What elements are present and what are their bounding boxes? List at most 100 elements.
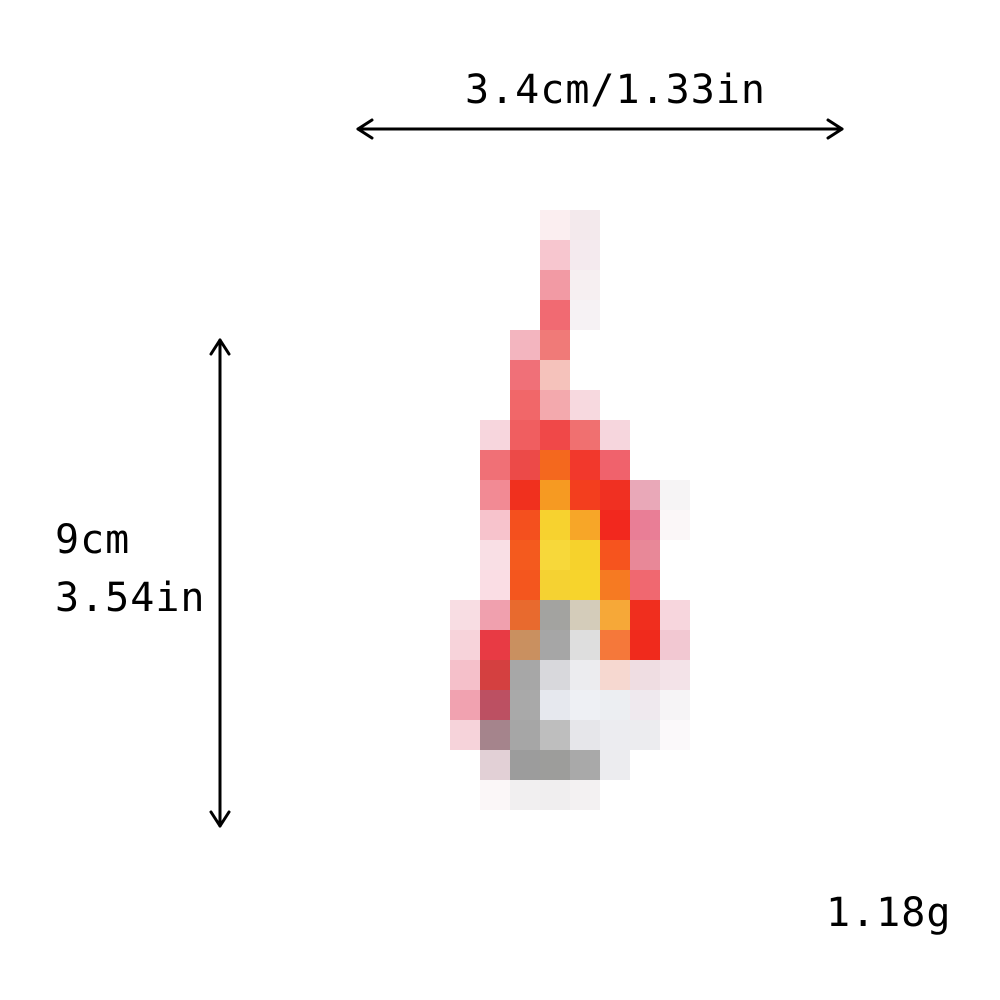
- flame-pixel: [570, 420, 600, 450]
- flame-pixel: [570, 450, 600, 480]
- flame-pixel: [630, 720, 660, 750]
- flame-pixel: [540, 600, 570, 630]
- flame-pixel: [660, 630, 690, 660]
- flame-pixel: [510, 750, 540, 780]
- flame-pixel: [480, 510, 510, 540]
- flame-pixel: [570, 600, 600, 630]
- flame-pixel: [510, 510, 540, 540]
- flame-pixel: [510, 330, 540, 360]
- flame-pixel: [540, 720, 570, 750]
- flame-pixel: [480, 660, 510, 690]
- flame-pixel: [510, 540, 540, 570]
- flame-pixel: [600, 690, 630, 720]
- flame-pixel: [480, 780, 510, 810]
- flame-pixel: [510, 420, 540, 450]
- flame-pixel: [480, 720, 510, 750]
- flame-pixel: [570, 270, 600, 300]
- flame-pixel: [570, 210, 600, 240]
- flame-pixel: [570, 570, 600, 600]
- height-cm-label: 9cm: [55, 517, 131, 563]
- flame-pixel: [630, 570, 660, 600]
- width-label: 3.4cm/1.33in: [465, 67, 766, 113]
- flame-pixel: [540, 360, 570, 390]
- flame-pixel: [630, 630, 660, 660]
- flame-pixel: [510, 780, 540, 810]
- flame-pixel: [450, 690, 480, 720]
- flame-pixel: [540, 330, 570, 360]
- flame-pixel: [660, 480, 690, 510]
- flame-pixel: [450, 630, 480, 660]
- width-arrow: [356, 118, 844, 140]
- flame-pixel: [540, 630, 570, 660]
- flame-pixel: [510, 390, 540, 420]
- flame-pixel: [570, 720, 600, 750]
- flame-pixel: [660, 600, 690, 630]
- flame-pixel: [540, 270, 570, 300]
- height-in-label: 3.54in: [55, 575, 206, 621]
- height-arrow: [209, 338, 231, 828]
- flame-pixel: [630, 510, 660, 540]
- weight-label: 1.18g: [826, 890, 952, 936]
- flame-pixel: [600, 480, 630, 510]
- flame-pixel: [510, 570, 540, 600]
- flame-pixel: [480, 480, 510, 510]
- flame-pixel: [660, 660, 690, 690]
- flame-pixel: [540, 780, 570, 810]
- flame-pixel: [600, 570, 630, 600]
- flame-pixel: [600, 510, 630, 540]
- flame-pixel: [630, 600, 660, 630]
- flame-pixel: [510, 450, 540, 480]
- flame-pixel: [480, 420, 510, 450]
- flame-icon: [450, 210, 690, 810]
- flame-pixel: [570, 300, 600, 330]
- flame-pixel: [600, 420, 630, 450]
- flame-pixel: [450, 660, 480, 690]
- flame-pixel: [660, 510, 690, 540]
- flame-pixel: [570, 540, 600, 570]
- flame-pixel: [480, 450, 510, 480]
- flame-pixel: [570, 630, 600, 660]
- flame-pixel: [510, 600, 540, 630]
- flame-pixel: [540, 240, 570, 270]
- flame-pixel: [570, 390, 600, 420]
- flame-pixel: [480, 630, 510, 660]
- flame-pixel: [510, 360, 540, 390]
- flame-pixel: [660, 690, 690, 720]
- flame-pixel: [570, 660, 600, 690]
- flame-pixel: [510, 660, 540, 690]
- flame-pixel: [630, 690, 660, 720]
- flame-pixel: [540, 300, 570, 330]
- flame-pixel: [540, 210, 570, 240]
- flame-pixel: [540, 510, 570, 540]
- flame-pixel: [540, 660, 570, 690]
- flame-pixel: [600, 720, 630, 750]
- flame-pixel: [510, 720, 540, 750]
- flame-pixel: [480, 690, 510, 720]
- flame-pixel: [600, 750, 630, 780]
- flame-pixel: [540, 390, 570, 420]
- flame-pixel: [480, 570, 510, 600]
- flame-pixel: [540, 450, 570, 480]
- flame-pixel: [570, 240, 600, 270]
- flame-pixel: [660, 720, 690, 750]
- flame-pixel: [540, 690, 570, 720]
- flame-pixel: [600, 600, 630, 630]
- flame-pixel: [600, 660, 630, 690]
- flame-pixel: [570, 750, 600, 780]
- flame-pixel: [450, 600, 480, 630]
- flame-pixel: [540, 480, 570, 510]
- flame-pixel: [540, 750, 570, 780]
- flame-pixel: [600, 540, 630, 570]
- flame-pixel: [510, 630, 540, 660]
- flame-pixel: [480, 600, 510, 630]
- flame-pixel: [540, 420, 570, 450]
- flame-pixel: [480, 750, 510, 780]
- flame-pixel: [480, 540, 510, 570]
- flame-pixel: [450, 720, 480, 750]
- flame-pixel: [510, 480, 540, 510]
- flame-pixel: [540, 540, 570, 570]
- flame-pixel: [630, 480, 660, 510]
- flame-pixel: [540, 570, 570, 600]
- flame-pixel: [570, 780, 600, 810]
